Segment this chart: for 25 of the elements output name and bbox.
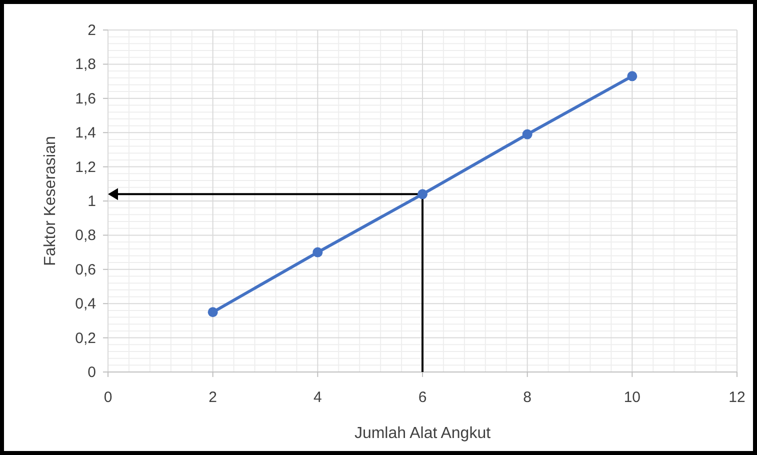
y-axis-title: Faktor Keserasian [42,136,59,266]
y-tick-label: 0,6 [75,261,96,278]
y-tick-label: 1,6 [75,90,96,108]
point [627,71,638,82]
y-tick-label: 2 [88,22,96,39]
point [522,129,532,140]
x-tick-label: 10 [624,389,641,406]
y-tick-label: 0,2 [75,330,96,347]
x-tick-label: 2 [208,389,218,406]
x-axis-title: Jumlah Alat Angkut [354,425,492,442]
y-tick-label: 0 [88,364,96,381]
y-tick-label: 1,2 [75,158,96,176]
x-tick-label: 12 [728,389,746,406]
y-tick-label: 0,8 [75,227,96,244]
point [418,189,428,200]
x-tick-label: 0 [104,389,112,406]
x-tick-label: 6 [418,389,427,406]
point [208,307,218,318]
y-tick-label: 1,4 [75,124,96,142]
point [312,247,323,258]
x-tick-label: 4 [313,389,322,406]
y-tick-label: 0,4 [75,296,96,313]
y-tick-label: 1,8 [75,56,96,74]
y-tick-label: 1 [88,193,96,210]
x-tick-label: 8 [523,389,532,406]
